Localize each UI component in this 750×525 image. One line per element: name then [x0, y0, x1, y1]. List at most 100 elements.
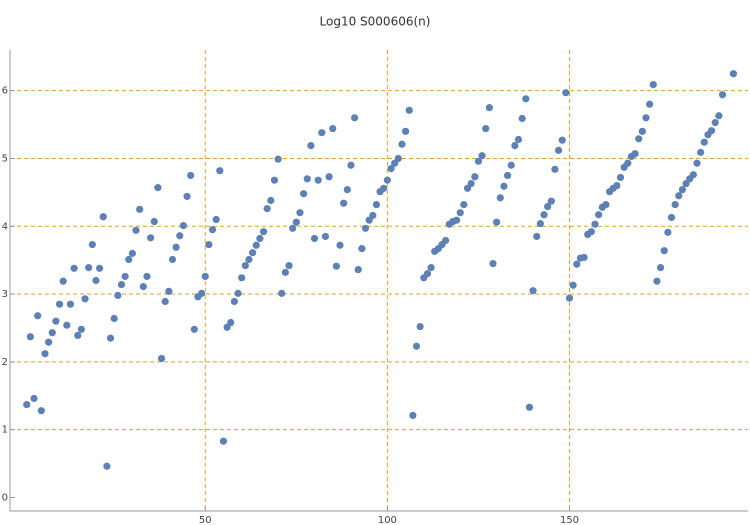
- point: [493, 218, 501, 226]
- point: [471, 173, 479, 181]
- point: [369, 211, 377, 220]
- point: [587, 228, 595, 236]
- point: [183, 192, 191, 201]
- point: [642, 114, 650, 122]
- point: [208, 226, 217, 234]
- point: [340, 199, 348, 207]
- point: [522, 95, 530, 103]
- x-tick-label: 100: [378, 515, 397, 525]
- point: [168, 255, 177, 264]
- point: [55, 300, 64, 308]
- point: [285, 261, 293, 270]
- point: [256, 234, 264, 243]
- point: [383, 176, 391, 184]
- point: [405, 106, 413, 114]
- point: [729, 70, 738, 78]
- point: [216, 167, 224, 175]
- point: [354, 266, 362, 274]
- point: [88, 240, 96, 249]
- point: [412, 342, 421, 350]
- point: [595, 211, 603, 219]
- point: [278, 289, 286, 297]
- point: [664, 228, 672, 236]
- point: [638, 127, 646, 135]
- y-tick-label: 3: [2, 289, 8, 300]
- point: [554, 146, 563, 154]
- point: [128, 249, 136, 257]
- point: [707, 127, 716, 135]
- point: [573, 260, 581, 268]
- point: [99, 213, 107, 221]
- point: [398, 140, 406, 148]
- point: [234, 289, 242, 297]
- point: [310, 234, 319, 243]
- point: [635, 135, 643, 143]
- point: [336, 241, 344, 249]
- point: [631, 150, 639, 158]
- x-tick-label: 50: [199, 515, 212, 525]
- point: [92, 276, 100, 285]
- point: [52, 317, 60, 325]
- point: [442, 236, 450, 245]
- point: [227, 318, 235, 327]
- point: [482, 125, 490, 133]
- point: [187, 171, 195, 180]
- point: [562, 89, 570, 97]
- point: [245, 255, 253, 264]
- point: [525, 403, 534, 411]
- point: [416, 323, 424, 331]
- point: [230, 297, 238, 306]
- point: [150, 217, 158, 226]
- point: [259, 228, 268, 236]
- y-tick-label: 5: [2, 153, 8, 164]
- point: [59, 277, 67, 285]
- point: [252, 241, 260, 249]
- point: [77, 325, 85, 333]
- point: [139, 283, 147, 291]
- point: [660, 247, 668, 255]
- point: [143, 272, 151, 281]
- point: [711, 118, 719, 127]
- point: [114, 291, 122, 300]
- point: [249, 249, 257, 257]
- point: [358, 245, 366, 253]
- point: [161, 297, 169, 306]
- point: [34, 312, 42, 320]
- point: [387, 165, 395, 173]
- point: [263, 205, 271, 213]
- point: [518, 114, 526, 123]
- point: [318, 129, 326, 137]
- point: [380, 184, 388, 192]
- point: [467, 179, 475, 188]
- point: [157, 354, 166, 363]
- point: [653, 277, 661, 285]
- y-tick-label: 1: [2, 425, 8, 436]
- point: [292, 218, 300, 226]
- point: [307, 141, 315, 150]
- point: [452, 216, 461, 224]
- point: [547, 197, 555, 205]
- point: [165, 287, 173, 295]
- y-tick-label: 2: [2, 357, 8, 368]
- point: [154, 184, 162, 192]
- point: [427, 264, 435, 272]
- point: [533, 232, 541, 241]
- point: [212, 215, 220, 224]
- point: [507, 161, 515, 169]
- point: [125, 255, 133, 264]
- point: [179, 221, 187, 230]
- point: [74, 331, 82, 340]
- point: [678, 186, 687, 194]
- point: [423, 270, 432, 278]
- point: [48, 329, 56, 337]
- point: [41, 350, 49, 358]
- point: [675, 192, 683, 200]
- point: [241, 261, 249, 270]
- point: [489, 259, 497, 268]
- point: [296, 209, 304, 217]
- point: [456, 209, 464, 217]
- chart-title: Log10 S000606(n): [320, 15, 431, 29]
- point: [274, 155, 282, 163]
- point: [478, 152, 486, 160]
- point: [580, 253, 588, 262]
